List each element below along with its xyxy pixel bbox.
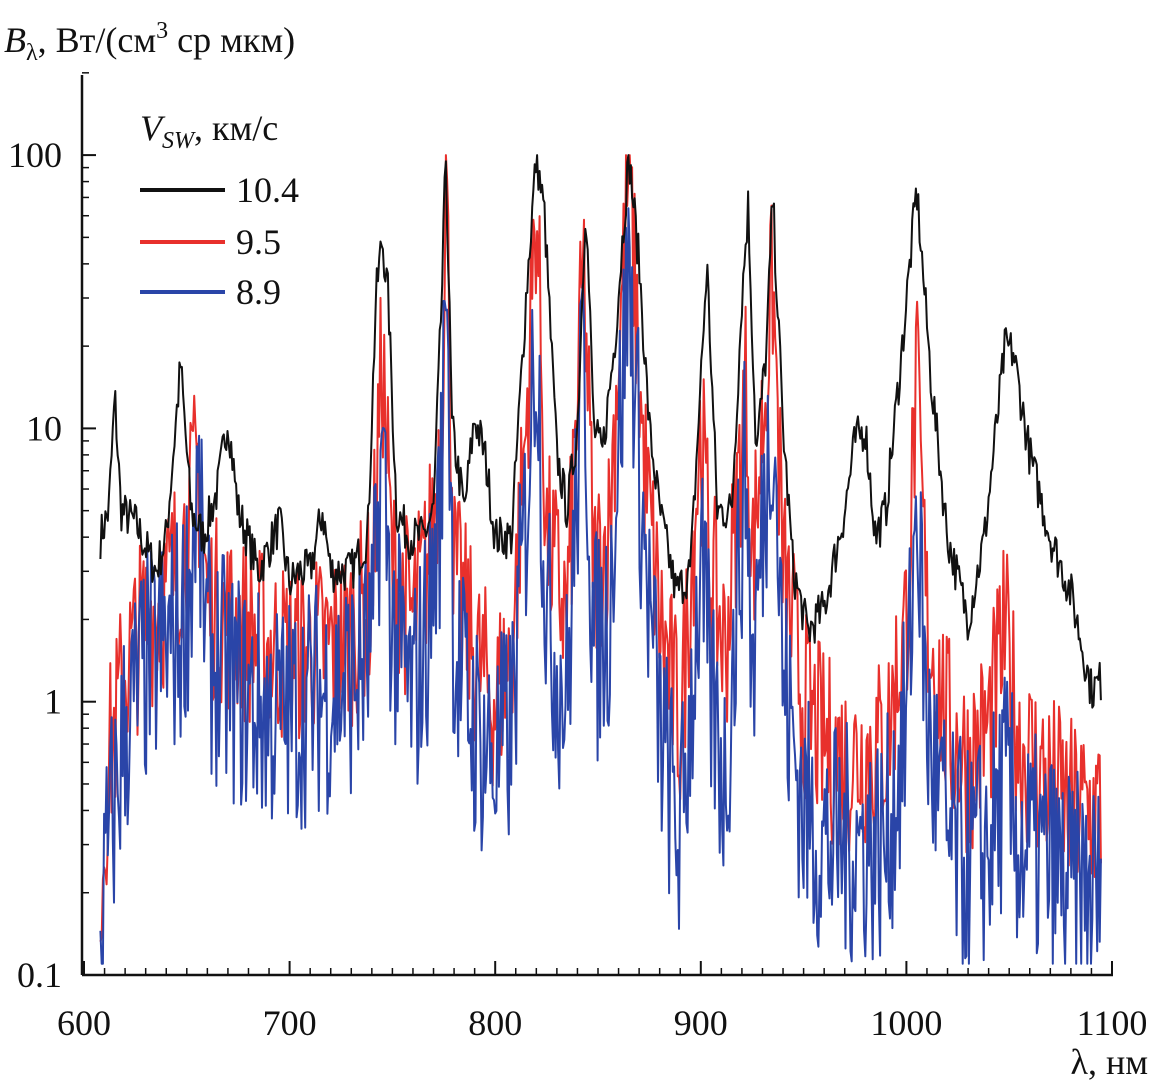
y-tick-label: 1	[44, 682, 62, 722]
x-tick-label: 700	[263, 1003, 317, 1043]
legend: VSW, км/с 10.4 9.5 8.9	[140, 108, 299, 312]
legend-label-9-5: 9.5	[236, 222, 281, 262]
series-line-8-9	[99, 207, 1102, 965]
legend-label-8-9: 8.9	[236, 272, 281, 312]
x-tick-label: 900	[674, 1003, 728, 1043]
x-tick-label: 800	[468, 1003, 522, 1043]
y-tick-label: 100	[8, 135, 62, 175]
y-tick-label: 10	[26, 408, 62, 448]
y-axis-label: Bλ, Вт/(см3 ср мкм)	[4, 18, 295, 66]
y-tick-label: 0.1	[17, 955, 62, 995]
x-tick-label: 1100	[1077, 1003, 1148, 1043]
x-axis-label: λ, нм	[1070, 1042, 1148, 1082]
x-tick-label: 600	[57, 1003, 111, 1043]
legend-title: VSW, км/с	[140, 108, 278, 154]
x-tick-label: 1000	[870, 1003, 942, 1043]
series-line-10-4	[99, 154, 1102, 709]
legend-label-10-4: 10.4	[236, 170, 299, 210]
series-layer	[99, 154, 1102, 965]
axis-ticks: 600 700 800 900 1000 1100 0.1 1 10 100	[8, 72, 1148, 1043]
